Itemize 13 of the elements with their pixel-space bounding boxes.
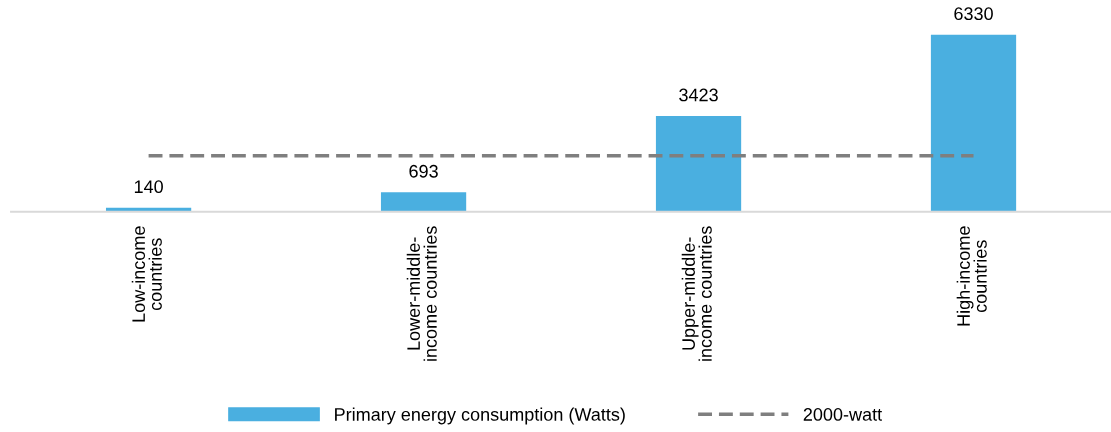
legend-label: Primary energy consumption (Watts) (335, 407, 625, 425)
bar (380, 192, 467, 212)
x-tick-label: Upper-middle- income countries (681, 226, 712, 361)
x-tick-label: Lower-middle- income countries (406, 226, 437, 361)
bar (930, 34, 1017, 212)
data-label: 693 (409, 164, 438, 178)
x-tick-label: High-income countries (956, 226, 987, 326)
data-label: 3423 (679, 88, 718, 102)
data-label: 140 (134, 180, 163, 194)
data-label: 6330 (954, 7, 993, 21)
legend-label: 2000-watt (803, 408, 882, 421)
bar (655, 116, 742, 212)
x-tick-label: Low-income countries (131, 226, 162, 322)
